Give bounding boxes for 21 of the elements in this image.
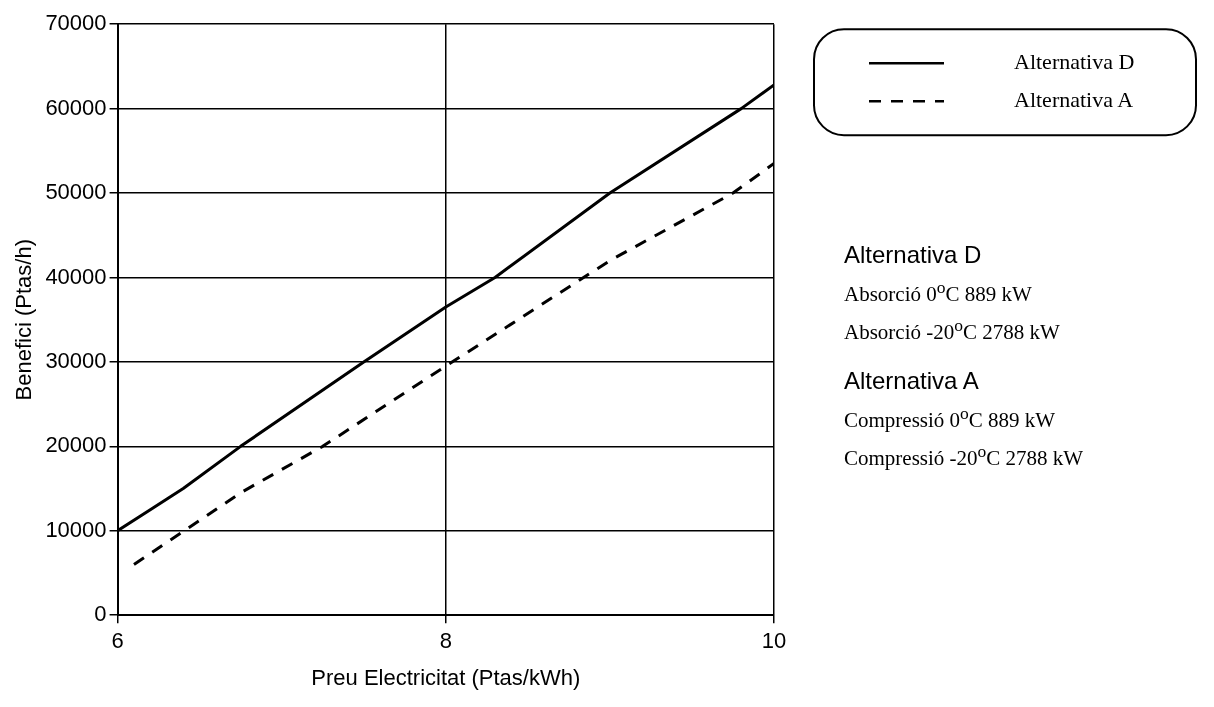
y-tick-label: 30000 bbox=[45, 347, 107, 373]
text: Alternativa D bbox=[844, 241, 983, 269]
text: Alternativa A bbox=[844, 367, 980, 395]
y-tick-label: 0 bbox=[94, 601, 107, 627]
y-tick-label: 10000 bbox=[45, 516, 107, 542]
x-axis-title: Preu Electricitat (Ptas/kWh) bbox=[311, 664, 581, 690]
y-tick-label: 70000 bbox=[45, 10, 107, 36]
y-tick-label: 60000 bbox=[45, 94, 107, 120]
text: Alternativa D bbox=[1014, 48, 1135, 74]
y-tick-label: 50000 bbox=[45, 179, 107, 205]
text: Compressió 0$^{o}$C 889 kW bbox=[844, 403, 1057, 433]
x-tick-label: 6 bbox=[111, 628, 124, 654]
x-tick-label: 8 bbox=[439, 628, 452, 654]
y-tick-label: 20000 bbox=[45, 432, 107, 458]
text: Absorció 0$^{o}$C 889 kW bbox=[844, 277, 1033, 307]
x-tick-label: 10 bbox=[761, 628, 787, 654]
y-tick-label: 40000 bbox=[45, 263, 107, 289]
text: Absorció -20$^{o}$C 2788 kW bbox=[844, 315, 1061, 345]
text: Alternativa A bbox=[1014, 86, 1134, 112]
y-axis-title: Benefici (Ptas/h) bbox=[11, 239, 37, 401]
text: Compressió -20$^{o}$C 2788 kW bbox=[844, 441, 1084, 471]
